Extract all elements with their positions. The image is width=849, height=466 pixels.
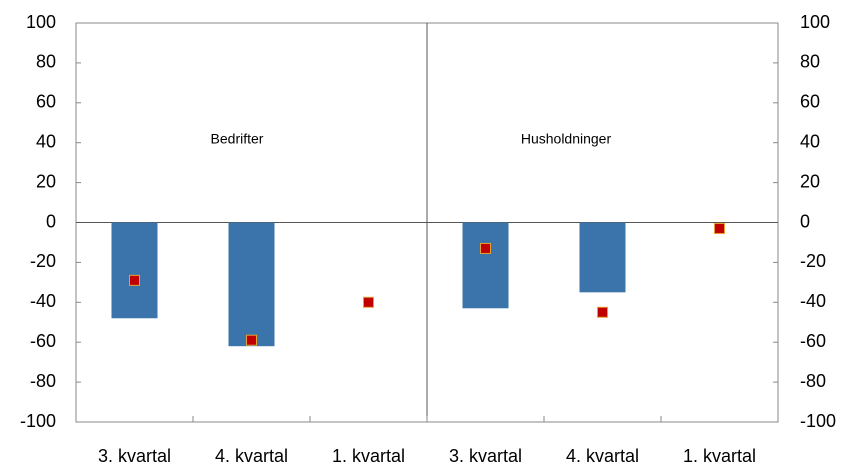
bar xyxy=(462,222,509,309)
marker xyxy=(714,222,725,234)
y-tick-label: 0 xyxy=(46,211,56,231)
bar xyxy=(228,222,275,347)
y2-tick-label: 100 xyxy=(800,12,830,32)
y-tick-label: 80 xyxy=(36,52,56,72)
x-tick-label: 4. kvartal xyxy=(566,446,639,466)
bar xyxy=(111,222,158,319)
y-tick-label: -20 xyxy=(30,251,56,271)
y2-tick-label: 40 xyxy=(800,131,820,151)
y2-tick-label: 80 xyxy=(800,52,820,72)
y-tick-label: -80 xyxy=(30,371,56,391)
marker xyxy=(363,296,374,308)
panel-label: Bedrifter xyxy=(211,131,264,147)
y2-tick-label: 60 xyxy=(800,92,820,112)
y2-tick-label: 0 xyxy=(800,211,810,231)
y-tick-label: -40 xyxy=(30,291,56,311)
marker xyxy=(480,242,491,254)
y2-tick-label: -20 xyxy=(800,251,826,271)
y2-tick-label: -100 xyxy=(800,411,836,431)
marker xyxy=(246,334,257,346)
y-tick-label: 100 xyxy=(26,12,56,32)
y2-tick-label: -40 xyxy=(800,291,826,311)
x-tick-label: 1. kvartal xyxy=(683,446,756,466)
panel-label: Husholdninger xyxy=(521,131,612,147)
marker xyxy=(129,274,140,286)
y-tick-label: -100 xyxy=(20,411,56,431)
x-tick-label: 1. kvartal xyxy=(332,446,405,466)
x-tick-label: 3. kvartal xyxy=(449,446,522,466)
y-tick-label: 20 xyxy=(36,171,56,191)
y2-tick-label: -80 xyxy=(800,371,826,391)
y2-tick-label: 20 xyxy=(800,171,820,191)
y-tick-label: -60 xyxy=(30,331,56,351)
x-tick-label: 3. kvartal xyxy=(98,446,171,466)
y-tick-label: 60 xyxy=(36,92,56,112)
y2-tick-label: -60 xyxy=(800,331,826,351)
marker xyxy=(597,306,608,318)
y-tick-label: 40 xyxy=(36,131,56,151)
x-tick-label: 4. kvartal xyxy=(215,446,288,466)
bar xyxy=(579,222,626,293)
